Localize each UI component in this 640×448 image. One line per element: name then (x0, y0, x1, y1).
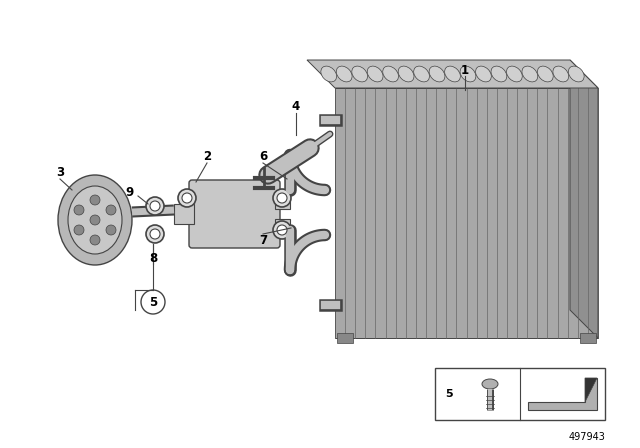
Circle shape (178, 189, 196, 207)
Circle shape (277, 225, 287, 235)
Ellipse shape (413, 66, 429, 82)
Ellipse shape (568, 66, 584, 82)
Ellipse shape (68, 186, 122, 254)
Polygon shape (528, 378, 597, 410)
Circle shape (90, 215, 100, 225)
Ellipse shape (367, 66, 383, 82)
Text: 5: 5 (445, 389, 452, 399)
Circle shape (273, 189, 291, 207)
Circle shape (150, 229, 160, 239)
Circle shape (74, 205, 84, 215)
Circle shape (273, 221, 291, 239)
Text: 3: 3 (56, 167, 64, 180)
Text: 497943: 497943 (568, 432, 605, 442)
Ellipse shape (482, 379, 498, 389)
Bar (580, 333, 596, 343)
Ellipse shape (58, 175, 132, 265)
Bar (337, 333, 353, 343)
Circle shape (106, 225, 116, 235)
Bar (435, 368, 605, 420)
Text: 1: 1 (461, 64, 469, 77)
Text: 6: 6 (259, 151, 267, 164)
Circle shape (90, 235, 100, 245)
Text: 8: 8 (149, 251, 157, 264)
Circle shape (74, 225, 84, 235)
Polygon shape (307, 60, 598, 88)
Ellipse shape (460, 66, 476, 82)
Circle shape (106, 205, 116, 215)
Circle shape (90, 195, 100, 205)
Circle shape (182, 193, 192, 203)
Circle shape (150, 201, 160, 211)
Ellipse shape (476, 66, 492, 82)
Text: 5: 5 (149, 296, 157, 309)
Text: 4: 4 (292, 100, 300, 113)
Ellipse shape (491, 66, 507, 82)
FancyBboxPatch shape (189, 180, 280, 248)
Polygon shape (570, 60, 598, 338)
Text: 2: 2 (203, 151, 211, 164)
Circle shape (146, 225, 164, 243)
Circle shape (141, 290, 165, 314)
Ellipse shape (538, 66, 553, 82)
Circle shape (277, 193, 287, 203)
Ellipse shape (321, 66, 337, 82)
Ellipse shape (337, 66, 352, 82)
Circle shape (146, 197, 164, 215)
Polygon shape (585, 378, 597, 402)
Ellipse shape (553, 66, 569, 82)
Ellipse shape (398, 66, 414, 82)
Ellipse shape (352, 66, 367, 82)
Polygon shape (335, 88, 598, 338)
Ellipse shape (445, 66, 460, 82)
Text: 7: 7 (259, 233, 267, 246)
Bar (174, 204, 194, 224)
Text: 9: 9 (126, 185, 134, 198)
Ellipse shape (383, 66, 399, 82)
Ellipse shape (429, 66, 445, 82)
Ellipse shape (522, 66, 538, 82)
Bar (275, 195, 290, 209)
Bar (275, 219, 290, 233)
Ellipse shape (506, 66, 522, 82)
